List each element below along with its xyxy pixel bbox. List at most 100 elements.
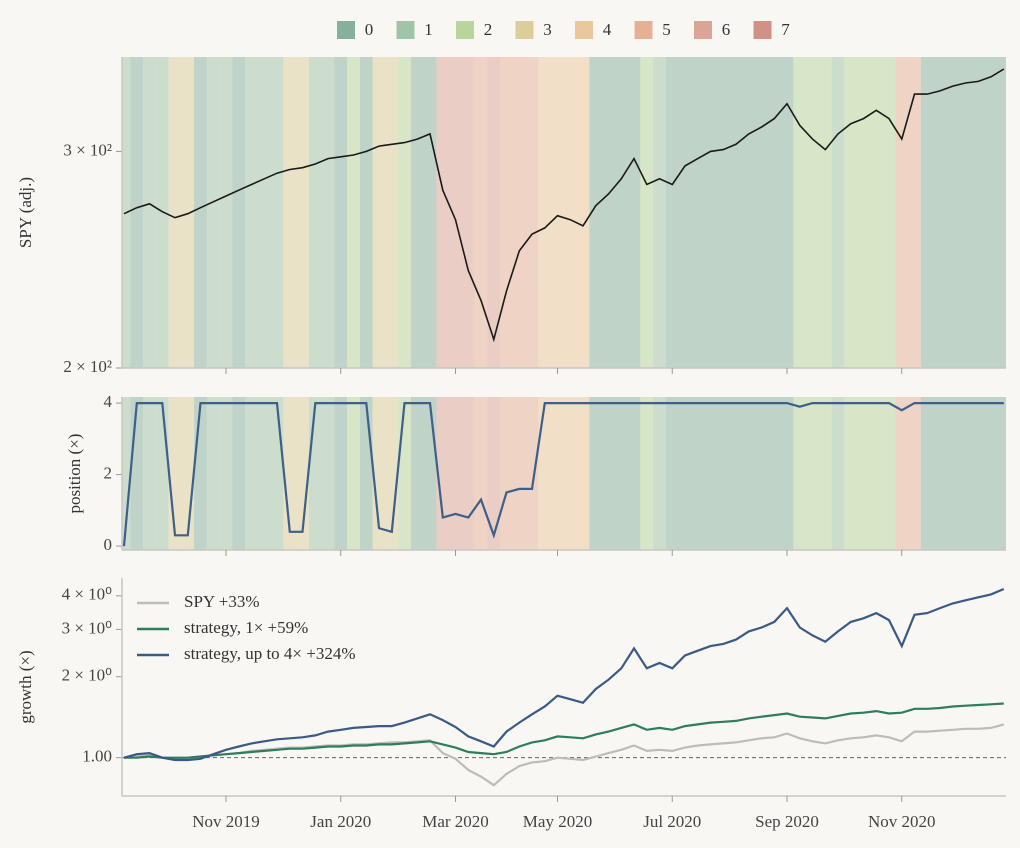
regime-band: [181, 57, 195, 368]
regime-band: [946, 397, 960, 550]
regime-band: [398, 57, 411, 368]
regime-band: [716, 57, 730, 368]
regime-band: [232, 397, 246, 550]
regime-band: [143, 397, 156, 550]
regime-band: [818, 57, 832, 368]
regime-band: [168, 57, 182, 368]
regime-band: [308, 397, 322, 550]
regime-band: [844, 57, 858, 368]
regime-band: [385, 57, 399, 368]
regime-band: [742, 57, 756, 368]
legend-swatch: [337, 21, 355, 39]
regime-band: [334, 57, 348, 368]
regime-band: [563, 57, 577, 368]
y-tick-label: 2: [104, 463, 113, 482]
regime-band: [474, 397, 488, 550]
data-line: [123, 587, 1005, 762]
regime-band: [704, 57, 717, 368]
regime-band: [512, 57, 526, 368]
regime-band: [538, 57, 552, 368]
regime-band: [449, 57, 462, 368]
y-tick-label: 0: [104, 535, 113, 554]
regime-band: [971, 57, 985, 368]
regime-band: [423, 57, 437, 368]
data-line: [123, 723, 1005, 787]
regime-band: [653, 397, 666, 550]
regime-band: [997, 397, 1006, 550]
regime-band: [589, 57, 603, 368]
regime-band: [640, 397, 654, 550]
regime-band: [321, 57, 335, 368]
regime-band: [780, 57, 794, 368]
regime-band: [818, 397, 832, 550]
regime-band: [908, 57, 921, 368]
y-axis-label: growth (×): [16, 650, 35, 723]
regime-band: [665, 397, 679, 550]
regime-band: [806, 57, 819, 368]
regime-band: [219, 397, 233, 550]
regime-band: [984, 397, 998, 550]
regime-band: [461, 57, 475, 368]
regime-band: [857, 397, 870, 550]
regime-band: [627, 57, 641, 368]
regime-band: [908, 397, 921, 550]
regime-band: [665, 57, 679, 368]
regime-band: [704, 397, 717, 550]
regime-band: [563, 397, 577, 550]
regime-band: [933, 57, 947, 368]
regime-band: [869, 57, 883, 368]
regime-band: [767, 57, 781, 368]
regime-band: [729, 397, 743, 550]
regime-band: [857, 57, 870, 368]
legend-label: 7: [781, 20, 790, 39]
regime-band: [122, 397, 131, 550]
regime-band: [538, 397, 552, 550]
regime-band: [959, 397, 972, 550]
regime-band: [920, 57, 934, 368]
regime-band: [372, 57, 386, 368]
regime-band: [474, 57, 488, 368]
regime-band: [869, 397, 883, 550]
legend-label: 2: [484, 20, 493, 39]
regime-band: [270, 57, 284, 368]
legend-swatch: [634, 21, 653, 39]
regime-band: [296, 397, 309, 550]
regime-band: [946, 57, 960, 368]
regime-band: [500, 397, 513, 550]
regime-band: [257, 397, 271, 550]
legend-swatch: [753, 21, 772, 39]
regime-band: [767, 397, 781, 550]
legend-swatch: [575, 21, 593, 39]
regime-band: [627, 397, 641, 550]
regime-band: [270, 397, 284, 550]
regime-band: [130, 397, 144, 550]
regime-band: [678, 397, 692, 550]
legend-swatch: [456, 21, 474, 39]
data-line: [124, 702, 1004, 759]
y-tick-label: 3 × 10²: [63, 140, 112, 159]
regime-band: [359, 397, 373, 550]
regime-band: [461, 397, 475, 550]
regime-band: [691, 397, 705, 550]
legend-label: 6: [722, 20, 731, 39]
regime-band: [206, 397, 220, 550]
regime-band: [423, 397, 437, 550]
regime-band: [984, 57, 998, 368]
regime-band: [933, 397, 947, 550]
regime-band: [844, 397, 858, 550]
regime-band: [602, 397, 615, 550]
regime-band: [245, 397, 258, 550]
regime-band: [347, 57, 360, 368]
regime-band: [359, 57, 373, 368]
regime-band: [283, 397, 297, 550]
data-line: [122, 402, 1004, 547]
x-tick-label: Jul 2020: [643, 812, 701, 831]
regime-band: [194, 57, 207, 368]
x-tick-label: Nov 2020: [868, 812, 936, 831]
regime-band: [525, 397, 539, 550]
regime-band: [716, 397, 730, 550]
regime-band: [793, 397, 807, 550]
regime-band: [130, 57, 144, 368]
regime-band: [398, 397, 411, 550]
